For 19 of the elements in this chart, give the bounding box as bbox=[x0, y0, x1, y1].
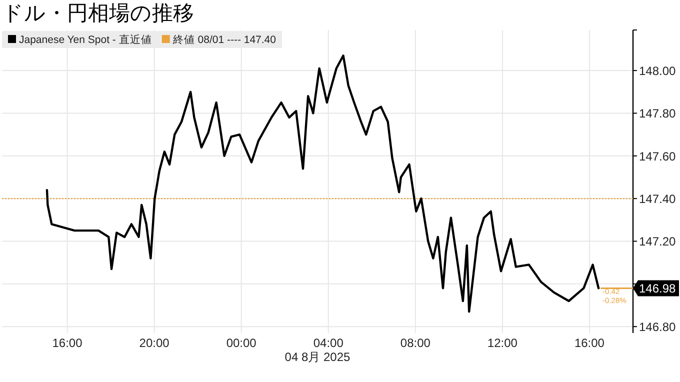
y-tick-label: 147.60 bbox=[639, 149, 676, 164]
x-tick-label: 12:00 bbox=[487, 336, 518, 350]
x-tick-label: 16:00 bbox=[52, 336, 83, 350]
legend-label: 終値 08/01 ---- 147.40 bbox=[172, 34, 276, 46]
line-series bbox=[46, 54, 600, 313]
y-tick-label: 146.80 bbox=[639, 320, 676, 334]
annotation: 146.98 bbox=[639, 282, 676, 296]
y-tick-label: 147.20 bbox=[639, 234, 676, 249]
legend-label: Japanese Yen Spot - 直近値 bbox=[19, 33, 152, 46]
x-axis-title: 04 8月 2025 bbox=[284, 350, 351, 364]
x-tick-label: 00:00 bbox=[226, 336, 257, 350]
y-tick-label: 148.00 bbox=[639, 64, 676, 78]
x-tick-label: 16:00 bbox=[574, 336, 605, 350]
x-tick-label: 04:00 bbox=[313, 336, 344, 350]
y-tick-label: 147.80 bbox=[639, 106, 676, 121]
x-tick-label: 08:00 bbox=[400, 336, 431, 350]
chart-title: ドル・円相場の推移 bbox=[2, 1, 194, 25]
y-tick-label: 147.40 bbox=[639, 192, 676, 206]
x-tick-label: 20:00 bbox=[139, 336, 170, 350]
